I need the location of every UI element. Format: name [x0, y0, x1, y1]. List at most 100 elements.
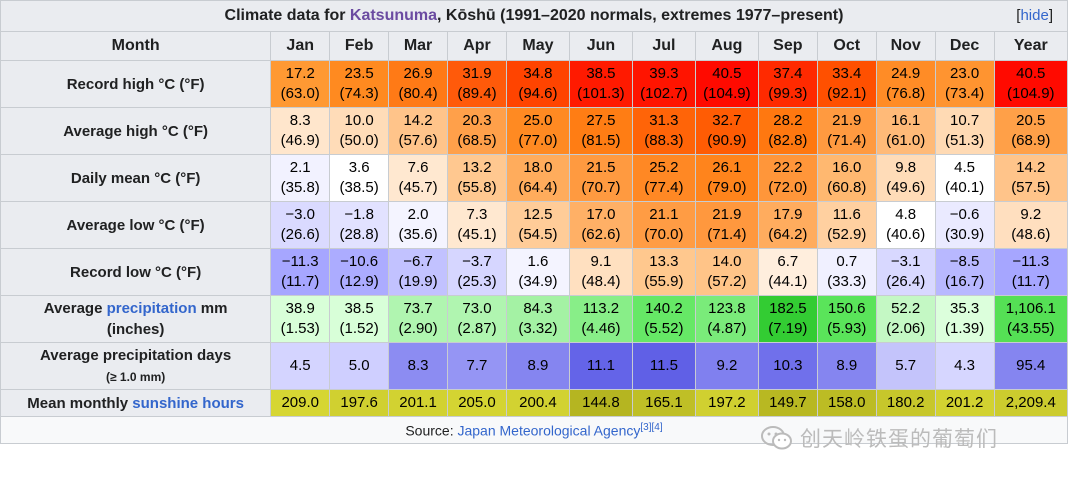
- table-caption: Climate data for Katsunuma, Kōshū (1991–…: [0, 0, 1068, 32]
- cell-average-high-jul: 31.3 (88.3): [631, 107, 696, 155]
- cell-average-low-nov: 4.8 (40.6): [875, 201, 936, 249]
- cell-record-high-sep: 37.4 (99.3): [757, 60, 818, 108]
- average-precipitation-link[interactable]: precipitation: [106, 300, 197, 317]
- table-row-record-high: Record high °C (°F) 17.2 (63.0) 23.5 (74.3) 2…: [0, 60, 1069, 108]
- month-header-apr: Apr: [447, 31, 507, 61]
- cell-daily-mean-jun: 21.5 (70.7): [568, 154, 633, 202]
- cell-daily-mean-jul: 25.2 (77.4): [631, 154, 696, 202]
- month-header-year: Year: [993, 31, 1069, 61]
- cell-sunshine-hours-aug: 197.2: [694, 389, 759, 417]
- cell-average-low-mar: 2.0 (35.6): [388, 201, 449, 249]
- cell-average-precipitation-apr: 73.0 (2.87): [447, 295, 507, 343]
- cell-record-high-feb: 23.5 (74.3): [329, 60, 390, 108]
- cell-sunshine-hours-may: 200.4: [505, 389, 570, 417]
- hide-toggle[interactable]: [hide]: [1016, 7, 1053, 24]
- month-header-may: May: [505, 31, 570, 61]
- cell-daily-mean-jan: 2.1 (35.8): [270, 154, 331, 202]
- cell-daily-mean-mar: 7.6 (45.7): [388, 154, 449, 202]
- cell-average-low-jan: −3.0 (26.6): [270, 201, 331, 249]
- cell-record-low-oct: 0.7 (33.3): [816, 248, 877, 296]
- month-header-aug: Aug: [694, 31, 759, 61]
- cell-sunshine-hours-jun: 144.8: [568, 389, 633, 417]
- hide-link-label[interactable]: hide: [1020, 7, 1049, 24]
- cell-record-low-nov: −3.1 (26.4): [875, 248, 936, 296]
- cell-average-precipitation-nov: 52.2 (2.06): [875, 295, 936, 343]
- cell-average-low-oct: 11.6 (52.9): [816, 201, 877, 249]
- cell-record-low-apr: −3.7 (25.3): [447, 248, 507, 296]
- cell-average-precipitation-aug: 123.8 (4.87): [694, 295, 759, 343]
- row-label-average-high: Average high °C (°F): [0, 107, 272, 155]
- cell-record-high-aug: 40.5 (104.9): [694, 60, 759, 108]
- month-header-nov: Nov: [875, 31, 936, 61]
- month-header-mar: Mar: [388, 31, 449, 61]
- cell-precipitation-days-jan: 4.5: [270, 342, 331, 390]
- cell-record-low-mar: −6.7 (19.9): [388, 248, 449, 296]
- cell-average-high-oct: 21.9 (71.4): [816, 107, 877, 155]
- source-refs[interactable]: [3][4]: [640, 421, 663, 433]
- row-label-average-low: Average low °C (°F): [0, 201, 272, 249]
- cell-sunshine-hours-apr: 205.0: [447, 389, 507, 417]
- cell-record-low-sep: 6.7 (44.1): [757, 248, 818, 296]
- row-label-record-low: Record low °C (°F): [0, 248, 272, 296]
- cell-precipitation-days-dec: 4.3: [934, 342, 995, 390]
- table-row-record-low: Record low °C (°F) −11.3 (11.7) −10.6 (12.9)…: [0, 248, 1069, 296]
- cell-record-low-jul: 13.3 (55.9): [631, 248, 696, 296]
- month-header-jun: Jun: [568, 31, 633, 61]
- cell-precipitation-days-jun: 11.1: [568, 342, 633, 390]
- month-header-jan: Jan: [270, 31, 331, 61]
- cell-record-high-mar: 26.9 (80.4): [388, 60, 449, 108]
- cell-daily-mean-year: 14.2 (57.5): [993, 154, 1069, 202]
- cell-average-low-jul: 21.1 (70.0): [631, 201, 696, 249]
- cell-average-precipitation-may: 84.3 (3.32): [505, 295, 570, 343]
- cell-record-low-may: 1.6 (34.9): [505, 248, 570, 296]
- cell-average-high-jan: 8.3 (46.9): [270, 107, 331, 155]
- cell-record-high-oct: 33.4 (92.1): [816, 60, 877, 108]
- month-header-dec: Dec: [934, 31, 995, 61]
- cell-daily-mean-aug: 26.1 (79.0): [694, 154, 759, 202]
- cell-record-low-jun: 9.1 (48.4): [568, 248, 633, 296]
- wechat-icon: [761, 426, 792, 450]
- cell-average-precipitation-feb: 38.5 (1.52): [329, 295, 390, 343]
- cell-precipitation-days-mar: 8.3: [388, 342, 449, 390]
- cell-average-low-may: 12.5 (54.5): [505, 201, 570, 249]
- row-label-daily-mean: Daily mean °C (°F): [0, 154, 272, 202]
- cell-average-high-mar: 14.2 (57.6): [388, 107, 449, 155]
- table-row-average-low: Average low °C (°F) −3.0 (26.6) −1.8 (28.8) 2…: [0, 201, 1069, 249]
- cell-precipitation-days-apr: 7.7: [447, 342, 507, 390]
- table-row-average-precipitation: Average precipitation mm (inches) 38.9 (1.5…: [0, 295, 1069, 343]
- cell-average-precipitation-year: 1,106.1 (43.55): [993, 295, 1069, 343]
- sunshine-hours-link[interactable]: sunshine hours: [132, 394, 244, 412]
- cell-sunshine-hours-sep: 149.7: [757, 389, 818, 417]
- source-link[interactable]: Japan Meteorological Agency: [457, 422, 641, 439]
- source-note: Source: Japan Meteorological Agency[3][4…: [0, 416, 1068, 444]
- watermark-text: 创天岭铁蛋的葡萄们: [800, 427, 998, 451]
- cell-record-high-may: 34.8 (94.6): [505, 60, 570, 108]
- cell-average-low-dec: −0.6 (30.9): [934, 201, 995, 249]
- cell-average-high-jun: 27.5 (81.5): [568, 107, 633, 155]
- cell-average-precipitation-sep: 182.5 (7.19): [757, 295, 818, 343]
- cell-sunshine-hours-feb: 197.6: [329, 389, 390, 417]
- place-link[interactable]: Katsunuma: [349, 7, 438, 24]
- month-header-oct: Oct: [816, 31, 877, 61]
- cell-average-high-sep: 28.2 (82.8): [757, 107, 818, 155]
- cell-average-precipitation-mar: 73.7 (2.90): [388, 295, 449, 343]
- cell-record-low-feb: −10.6 (12.9): [329, 248, 390, 296]
- cell-precipitation-days-jul: 11.5: [631, 342, 696, 390]
- row-label-sunshine-hours: Mean monthly sunshine hours: [0, 389, 272, 417]
- row-label-average-precipitation: Average precipitation mm (inches): [0, 295, 272, 343]
- cell-sunshine-hours-dec: 201.2: [934, 389, 995, 417]
- cell-record-high-dec: 23.0 (73.4): [934, 60, 995, 108]
- cell-average-low-sep: 17.9 (64.2): [757, 201, 818, 249]
- table-row-daily-mean: Daily mean °C (°F) 2.1 (35.8) 3.6 (38.5) 7.6(…: [0, 154, 1069, 202]
- month-header: Month: [0, 31, 272, 61]
- cell-daily-mean-may: 18.0 (64.4): [505, 154, 570, 202]
- climate-table: Climate data for Katsunuma, Kōshū (1991–…: [0, 0, 1069, 444]
- cell-record-high-jul: 39.3 (102.7): [631, 60, 696, 108]
- cell-record-high-apr: 31.9 (89.4): [447, 60, 507, 108]
- cell-average-high-feb: 10.0 (50.0): [329, 107, 390, 155]
- table-row-sunshine-hours: Mean monthly sunshine hours 209.0 197.6 201…: [0, 389, 1069, 417]
- row-label-record-high: Record high °C (°F): [0, 60, 272, 108]
- cell-precipitation-days-feb: 5.0: [329, 342, 390, 390]
- cell-sunshine-hours-jul: 165.1: [631, 389, 696, 417]
- month-header-feb: Feb: [329, 31, 390, 61]
